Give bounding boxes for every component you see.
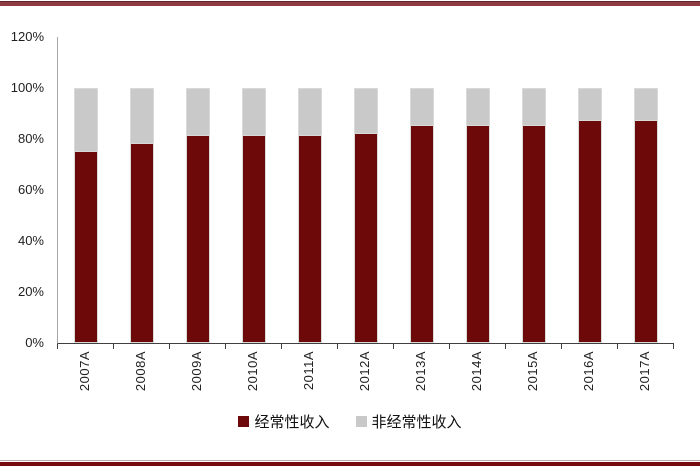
x-axis-label: 2008A <box>133 351 148 392</box>
bar-slot <box>618 88 674 343</box>
bottom-border <box>0 462 700 466</box>
x-axis-tick <box>225 344 226 349</box>
bar-stack <box>74 88 98 343</box>
x-axis-label: 2010A <box>245 351 260 392</box>
legend-label-recurring-income: 经常性收入 <box>254 415 330 431</box>
x-axis-label: 2011A <box>301 351 316 391</box>
bar-stack <box>242 88 266 343</box>
bar-stack <box>410 88 434 343</box>
bar-segment-non-recurring-income <box>186 88 210 137</box>
legend-label-non-recurring-income: 非经常性收入 <box>371 415 462 431</box>
bar-slot <box>226 88 282 343</box>
legend-swatch-recurring-income <box>238 416 250 427</box>
y-axis-label: 20% <box>17 284 44 299</box>
x-axis-tick <box>673 344 674 349</box>
bar-segment-non-recurring-income <box>242 88 266 137</box>
bar-segment-non-recurring-income <box>354 88 378 134</box>
bottom-rule-thin <box>0 460 700 461</box>
y-axis-label: 60% <box>17 182 44 197</box>
bar-slot <box>170 88 226 343</box>
bar-segment-recurring-income <box>130 144 154 343</box>
x-axis-label: 2014A <box>469 351 484 392</box>
x-axis-label: 2012A <box>357 351 372 392</box>
legend-item-recurring-income: 经常性收入 <box>238 411 330 432</box>
bar-segment-non-recurring-income <box>74 88 98 152</box>
y-axis-label: 80% <box>17 131 44 146</box>
x-axis-tick <box>169 344 170 349</box>
x-axis-tick <box>281 344 282 349</box>
bar-stack <box>578 88 602 343</box>
bar-segment-non-recurring-income <box>578 88 602 122</box>
bar-stack <box>298 88 322 343</box>
bar-segment-non-recurring-income <box>298 88 322 137</box>
x-axis-label: 2017A <box>637 351 652 392</box>
bar-slot <box>58 88 114 343</box>
top-border <box>0 1 700 6</box>
x-axis-tick <box>393 344 394 349</box>
bar-stack <box>634 88 658 343</box>
x-axis-label: 2009A <box>189 351 204 392</box>
plot-area <box>57 37 674 344</box>
x-axis-tick <box>561 344 562 349</box>
bar-stack <box>130 88 154 343</box>
bar-stack <box>466 88 490 343</box>
bar-segment-recurring-income <box>522 126 546 343</box>
x-axis-tick <box>617 344 618 349</box>
x-axis-label: 2013A <box>413 351 428 392</box>
bar-segment-non-recurring-income <box>466 88 490 127</box>
legend-swatch-non-recurring-income <box>355 416 367 427</box>
legend: 经常性收入 非经常性收入 <box>0 411 700 432</box>
bar-segment-recurring-income <box>634 121 658 343</box>
bar-stack <box>354 88 378 343</box>
bar-stack <box>522 88 546 343</box>
bar-segment-recurring-income <box>186 136 210 343</box>
bar-segment-non-recurring-income <box>522 88 546 127</box>
x-axis-label: 2015A <box>525 351 540 392</box>
x-axis-tick <box>505 344 506 349</box>
bar-segment-non-recurring-income <box>634 88 658 122</box>
bar-segment-recurring-income <box>354 133 378 343</box>
bar-stack <box>186 88 210 343</box>
bar-slot <box>338 88 394 343</box>
bar-segment-recurring-income <box>410 126 434 343</box>
x-axis-tick <box>449 344 450 349</box>
bar-slot <box>394 88 450 343</box>
bar-slot <box>562 88 618 343</box>
bar-slot <box>450 88 506 343</box>
y-axis-label: 100% <box>10 80 44 95</box>
y-axis-label: 40% <box>17 233 44 248</box>
bar-slot <box>282 88 338 343</box>
bar-segment-recurring-income <box>242 136 266 343</box>
bar-segment-recurring-income <box>466 126 490 343</box>
x-axis-label: 2007A <box>77 351 92 392</box>
x-axis-tick <box>337 344 338 349</box>
y-axis-label: 120% <box>10 29 44 44</box>
x-axis-tick <box>57 344 58 349</box>
bar-segment-recurring-income <box>298 136 322 343</box>
bar-slot <box>114 88 170 343</box>
bar-slot <box>506 88 562 343</box>
x-axis-tick <box>113 344 114 349</box>
legend-item-non-recurring-income: 非经常性收入 <box>355 411 462 432</box>
bar-segment-non-recurring-income <box>410 88 434 127</box>
bar-segment-recurring-income <box>578 121 602 343</box>
bar-segment-non-recurring-income <box>130 88 154 145</box>
x-axis-label: 2016A <box>581 351 596 392</box>
bar-segment-recurring-income <box>74 151 98 343</box>
y-axis-label: 0% <box>25 335 44 350</box>
